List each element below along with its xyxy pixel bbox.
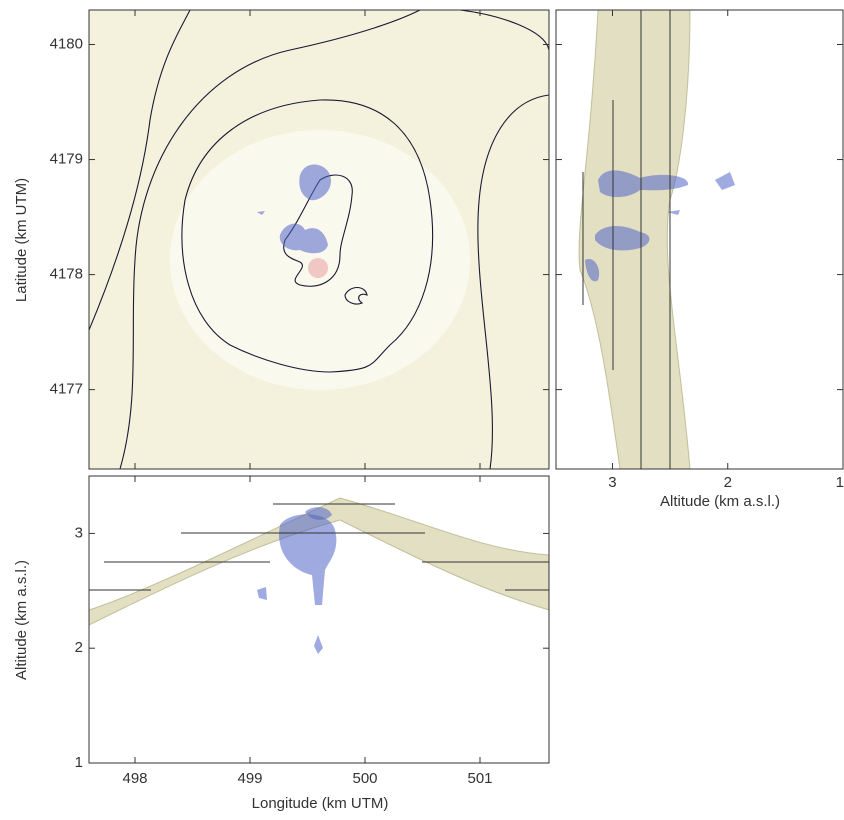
y-tick-label: 3: [75, 524, 83, 541]
ns-frame: [555, 9, 844, 470]
y-tick-label: 2: [75, 639, 83, 656]
y-axis-label: Latitude (km UTM): [13, 178, 30, 302]
map-background: [89, 10, 549, 469]
y-tick-label: 4180: [50, 35, 83, 52]
y-tick-label: 4177: [50, 381, 83, 398]
x-tick-label: 499: [237, 770, 262, 787]
x-tick-label: 498: [122, 770, 147, 787]
ns-section-shapes: [578, 9, 735, 470]
ew-section-shapes: [88, 497, 550, 654]
x-tick-label: 501: [467, 770, 492, 787]
x-axis-label: Longitude (km UTM): [252, 795, 389, 812]
y-tick-label: 4179: [50, 151, 83, 168]
x-tick-label: 3: [608, 474, 616, 491]
y-axis-label: Altitude (km a.s.l.): [13, 560, 30, 680]
x-tick-label: 1: [836, 474, 844, 491]
ew-frame: [88, 475, 550, 764]
x-axis-label: Altitude (km a.s.l.): [660, 493, 780, 510]
y-tick-label: 1: [75, 754, 83, 771]
x-tick-label: 500: [352, 770, 377, 787]
x-tick-label: 2: [724, 474, 732, 491]
map-frame: [88, 9, 550, 470]
y-tick-label: 4178: [50, 266, 83, 283]
